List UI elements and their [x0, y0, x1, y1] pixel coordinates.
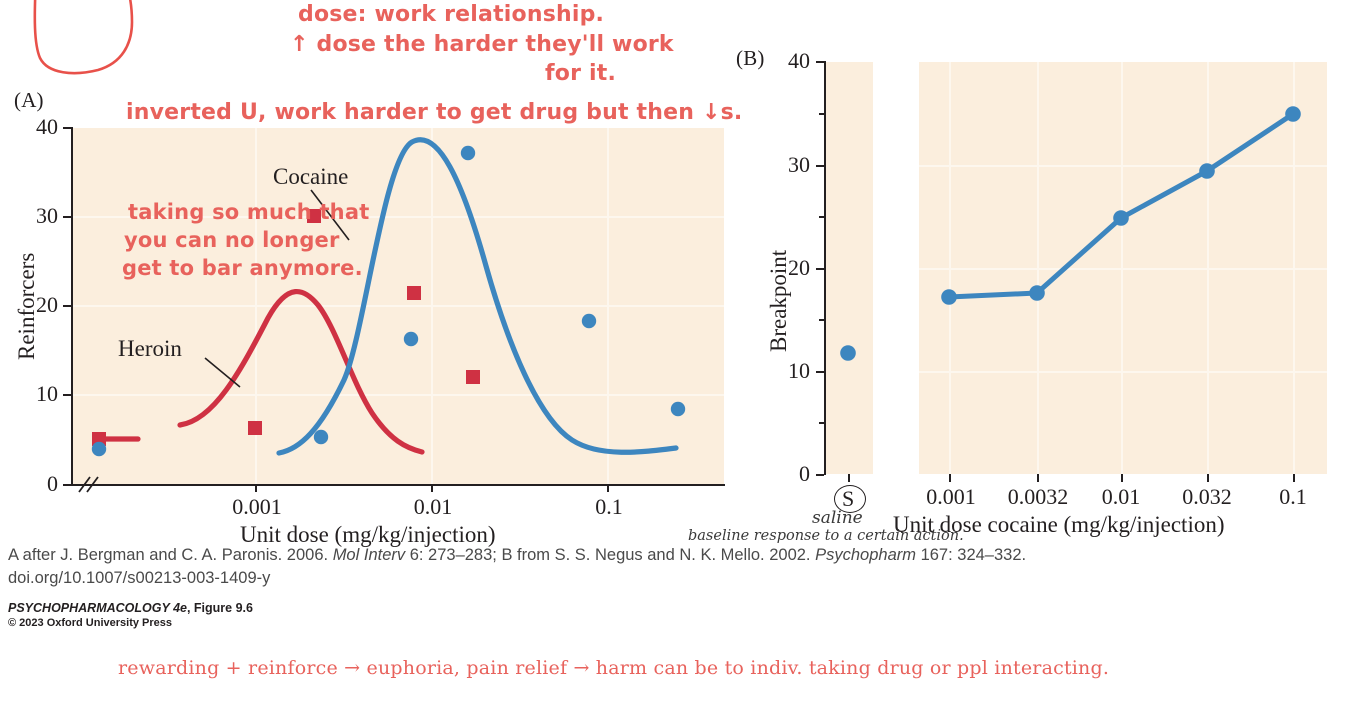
panel-b-gridline-h-30	[919, 165, 1327, 167]
panel-b-ytick-40	[816, 61, 824, 63]
handwritten-note-for-it: for it.	[545, 61, 617, 86]
panel-a-ylabel-20: 20	[36, 292, 58, 317]
handwritten-note-taking-so-much: taking so much that	[128, 200, 370, 224]
panel-b-ylabel-30: 30	[788, 152, 810, 177]
panel-b-letter: (B)	[736, 46, 765, 70]
panel-b-xtick-0.032	[1207, 474, 1209, 482]
panel-a-ylabel-40: 40	[36, 114, 58, 139]
handwritten-note-inverted-u: inverted U, work harder to get drug but …	[126, 100, 743, 125]
panel-b-saline-strip	[825, 62, 873, 474]
panel-a-xlabel-0.1: 0.1	[595, 494, 623, 519]
handwritten-note-higher-dose-harder-work: ↑ dose the harder they'll work	[290, 32, 674, 57]
panel-a-x-axis	[71, 484, 725, 486]
source-caption-line-2: doi.org/10.1007/s00213-003-1409-y	[8, 569, 271, 587]
figure-tag: PSYCHOPHARMACOLOGY 4e, Figure 9.6	[8, 601, 253, 615]
panel-a-ytick-10	[63, 394, 71, 396]
panel-a-letter: (A)	[14, 88, 44, 112]
panel-b-ytick-20	[816, 268, 824, 270]
panel-b-xlabel-0.1: 0.1	[1279, 484, 1307, 509]
panel-b-ylabel-20: 20	[788, 255, 810, 280]
panel-a-ylabel-10: 10	[36, 381, 58, 406]
panel-b-xtick-saline	[848, 474, 850, 482]
panel-b-ylabel-10: 10	[788, 358, 810, 383]
source-caption-line-1: A after J. Bergman and C. A. Paronis. 20…	[8, 545, 1026, 567]
figure-tag-book-title: PSYCHOPHARMACOLOGY 4e	[8, 601, 187, 615]
panel-a-xlabel-0.001: 0.001	[232, 494, 282, 519]
panel-b-xlabel-0.001: 0.001	[926, 484, 976, 509]
panel-a-ytick-30	[63, 216, 71, 218]
panel-b-saline-tick-label: S	[842, 486, 855, 511]
figure-tag-number: , Figure 9.6	[186, 601, 253, 615]
panel-b-ylabel-0: 0	[799, 461, 810, 486]
panel-b-ylabel-40: 40	[788, 48, 810, 73]
panel-b-xtick-0.001	[949, 474, 951, 482]
copyright-line: © 2023 Oxford University Press	[8, 617, 173, 629]
caption-journal-mol-interv: Mol Interv	[332, 546, 406, 564]
handwritten-note-no-longer: you can no longer	[124, 228, 340, 252]
panel-a-xtick-0.001	[255, 484, 257, 492]
panel-a-cocaine-label: Cocaine	[273, 164, 349, 189]
panel-a-x-axis-title: Unit dose (mg/kg/injection)	[240, 522, 496, 547]
panel-a-xlabel-0.01: 0.01	[413, 494, 453, 519]
panel-a-y-axis	[71, 127, 73, 485]
panel-b-xtick-0.01	[1121, 474, 1123, 482]
handwritten-note-baseline-response: baseline response to a certain action.	[688, 528, 964, 544]
handwritten-note-rewarding-reinforce: rewarding + reinforce → euphoria, pain r…	[118, 657, 1110, 679]
caption-text-c: 167: 324–332.	[916, 546, 1027, 564]
panel-b-xlabel-0.0032: 0.0032	[1007, 484, 1069, 509]
panel-a-gridline-h-10	[72, 394, 724, 396]
panel-b-xtick-0.0032	[1037, 474, 1039, 482]
panel-b-y-axis-title: Breakpoint	[766, 249, 791, 352]
panel-b-xlabel-0.032: 0.032	[1182, 484, 1232, 509]
panel-b-x-axis-title: Unit dose cocaine (mg/kg/injection)	[893, 512, 1225, 537]
panel-a-heroin-label: Heroin	[118, 336, 182, 361]
caption-text-b: 6: 273–283; B from S. S. Negus and N. K.…	[405, 546, 816, 564]
panel-a-gridline-h-20	[72, 305, 724, 307]
panel-b-ytick-15	[819, 319, 824, 321]
panel-b-y-axis	[824, 61, 826, 475]
panel-a-ylabel-0: 0	[47, 471, 58, 496]
panel-a-ytick-20	[63, 305, 71, 307]
handwritten-loop-mark	[33, 0, 134, 75]
panel-b-ytick-5	[819, 422, 824, 424]
caption-journal-psychopharm: Psychopharm	[815, 546, 916, 564]
panel-a-ylabel-30: 30	[36, 203, 58, 228]
panel-b-ytick-0	[816, 474, 824, 476]
panel-a-y-axis-title: Reinforcers	[14, 252, 39, 360]
panel-b-ytick-25	[819, 216, 824, 218]
panel-a-ytick-40	[63, 127, 71, 129]
panel-a-xtick-0.01	[431, 484, 433, 492]
panel-b-ytick-10	[816, 371, 824, 373]
caption-text-a: A after J. Bergman and C. A. Paronis. 20…	[8, 546, 333, 564]
handwritten-note-saline: saline	[812, 508, 863, 528]
panel-b-xlabel-0.01: 0.01	[1101, 484, 1141, 509]
panel-b-gridline-h-20	[919, 268, 1327, 270]
handwritten-note-dose-work-relationship: dose: work relationship.	[298, 2, 605, 27]
panel-a-ytick-0	[63, 484, 71, 486]
panel-b-gridline-h-10	[919, 371, 1327, 373]
panel-b-saline-circle	[834, 485, 866, 513]
handwritten-note-get-to-bar: get to bar anymore.	[122, 256, 363, 280]
panel-b-ytick-30	[816, 165, 824, 167]
panel-b-ytick-35	[819, 113, 824, 115]
panel-b-xtick-0.1	[1293, 474, 1295, 482]
panel-a-xtick-0.1	[607, 484, 609, 492]
